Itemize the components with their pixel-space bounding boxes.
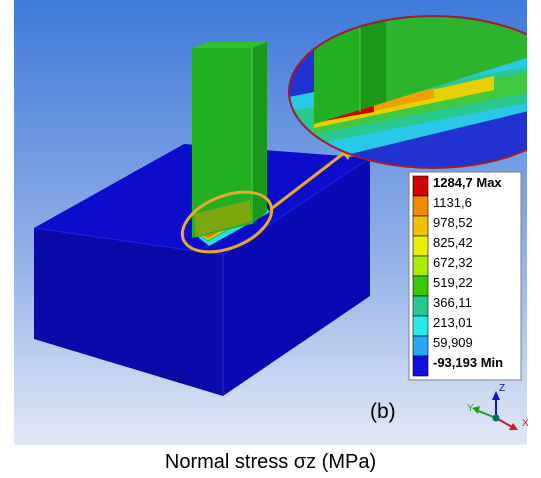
legend-box [408, 171, 522, 381]
axis-z-label: Z [499, 383, 506, 394]
zoom-view [289, 16, 527, 168]
legend-label: 519,22 [433, 275, 473, 290]
legend-swatch [412, 295, 429, 317]
axis-x-label: X [522, 418, 529, 429]
legend-swatch [412, 235, 429, 257]
legend-label: 1284,7 Max [433, 175, 502, 190]
legend-swatch [412, 335, 429, 357]
legend-swatch [412, 215, 429, 237]
legend-label: -93,193 Min [433, 355, 504, 370]
legend-swatch [412, 315, 429, 337]
legend-label: 59,909 [433, 335, 473, 350]
zoom-border [288, 15, 527, 169]
axis-triad [472, 391, 518, 430]
legend-swatch [412, 175, 429, 197]
legend-label: 1131,6 [433, 195, 472, 210]
legend-swatch [412, 255, 429, 277]
highlight-ellipse [180, 190, 274, 254]
legend-color-bar [412, 175, 429, 377]
fea-viewport [14, 0, 527, 445]
figure-caption: Normal stress σz (MPa) [164, 451, 377, 473]
panel-tag: (b) [370, 400, 396, 423]
legend-swatch [412, 355, 429, 377]
axis-y-label: Y [467, 403, 474, 414]
legend-label: 672,32 [433, 255, 473, 270]
legend-swatch [412, 195, 429, 217]
legend-label: 366,11 [433, 295, 472, 310]
legend-label: 825,42 [433, 235, 473, 250]
column [192, 42, 267, 238]
legend-swatch [412, 275, 429, 297]
legend-label: 213,01 [433, 315, 473, 330]
legend-label: 978,52 [433, 215, 473, 230]
